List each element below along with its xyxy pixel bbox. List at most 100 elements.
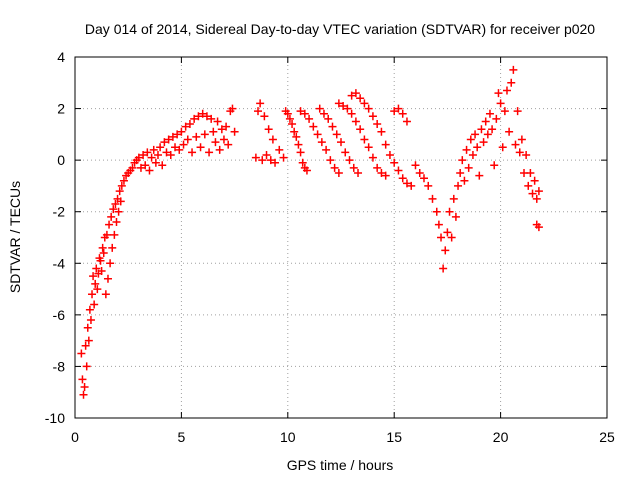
data-point <box>283 109 292 118</box>
data-point <box>109 205 118 214</box>
data-point <box>302 166 311 175</box>
data-point <box>471 130 480 139</box>
data-point <box>89 272 98 281</box>
y-tick-label: 4 <box>57 49 65 65</box>
data-point <box>468 150 477 159</box>
data-point <box>177 127 186 136</box>
data-point <box>92 264 101 273</box>
data-point <box>528 189 537 198</box>
data-point <box>354 169 363 178</box>
y-tick-label: -8 <box>53 358 66 374</box>
data-point <box>108 243 117 252</box>
data-point <box>462 145 471 154</box>
data-point <box>162 148 171 157</box>
data-point <box>522 150 531 159</box>
data-point <box>119 176 128 185</box>
data-point <box>419 174 428 183</box>
data-point <box>479 138 488 147</box>
data-point <box>326 156 335 165</box>
data-point <box>209 127 218 136</box>
data-point <box>96 256 105 265</box>
data-point <box>78 375 87 384</box>
data-point <box>390 158 399 167</box>
data-point <box>179 140 188 149</box>
data-point <box>322 145 331 154</box>
data-point <box>368 112 377 121</box>
data-point <box>341 148 350 157</box>
data-point <box>309 122 318 131</box>
data-point <box>115 187 124 196</box>
data-point <box>190 114 199 123</box>
data-point <box>296 107 305 116</box>
data-point <box>360 135 369 144</box>
data-point <box>85 305 94 314</box>
data-point <box>185 120 194 129</box>
y-tick-label: 2 <box>57 101 65 117</box>
data-point <box>279 153 288 162</box>
data-point <box>415 169 424 178</box>
y-tick-label: -6 <box>53 307 66 323</box>
data-point <box>79 390 88 399</box>
data-point <box>356 125 365 134</box>
data-point <box>117 181 126 190</box>
data-point <box>319 109 328 118</box>
data-point <box>511 140 520 149</box>
data-point <box>475 171 484 180</box>
data-point <box>260 112 269 121</box>
y-tick-label: -2 <box>53 204 66 220</box>
data-point <box>98 243 107 252</box>
data-point <box>194 112 203 121</box>
x-tick-label: 15 <box>386 429 402 445</box>
data-point <box>447 233 456 242</box>
data-point <box>349 163 358 172</box>
data-point <box>213 117 222 126</box>
data-point <box>171 143 180 152</box>
data-point <box>296 148 305 157</box>
data-point <box>451 212 460 221</box>
data-point <box>266 156 275 165</box>
data-point <box>394 104 403 113</box>
data-point <box>145 166 154 175</box>
data-point <box>402 117 411 126</box>
data-point <box>513 107 522 116</box>
data-point <box>464 163 473 172</box>
data-point <box>93 285 102 294</box>
data-point <box>509 65 518 74</box>
data-point <box>356 94 365 103</box>
data-point <box>407 181 416 190</box>
data-point <box>112 218 121 227</box>
data-point <box>101 290 110 299</box>
data-point <box>490 161 499 170</box>
data-point <box>432 207 441 216</box>
data-point <box>222 122 231 131</box>
data-point <box>262 150 271 159</box>
x-tick-label: 25 <box>599 429 615 445</box>
data-point <box>114 207 123 216</box>
data-point <box>254 107 263 116</box>
data-point <box>360 99 369 108</box>
data-point <box>364 104 373 113</box>
data-point <box>351 89 360 98</box>
data-point <box>385 150 394 159</box>
data-point <box>373 120 382 129</box>
data-point <box>449 194 458 203</box>
data-point <box>251 153 260 162</box>
data-point <box>364 143 373 152</box>
data-point <box>488 125 497 134</box>
data-point <box>149 145 158 154</box>
x-tick-labels: 0 5 10 15 20 25 <box>71 429 615 445</box>
data-point <box>84 336 93 345</box>
data-point <box>515 148 524 157</box>
data-point <box>481 117 490 126</box>
data-point <box>483 130 492 139</box>
y-tick-label: 0 <box>57 152 65 168</box>
data-point <box>517 135 526 144</box>
data-point <box>334 99 343 108</box>
data-point <box>351 117 360 126</box>
data-point <box>264 125 273 134</box>
data-point <box>328 122 337 131</box>
data-point <box>196 143 205 152</box>
data-point <box>156 143 165 152</box>
data-point <box>160 138 169 147</box>
